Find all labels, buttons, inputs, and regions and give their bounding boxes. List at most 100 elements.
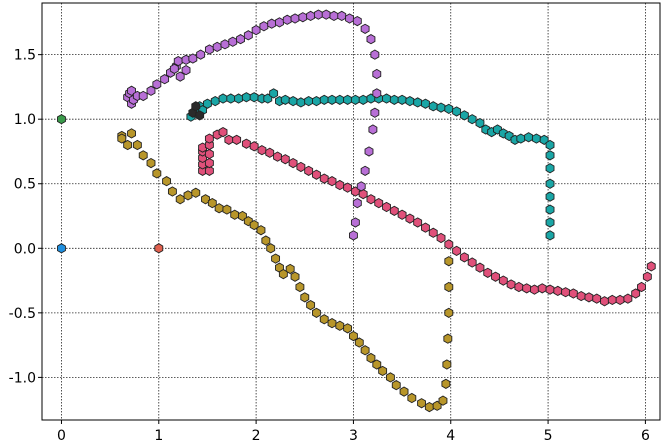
data-point bbox=[475, 262, 485, 273]
data-point bbox=[296, 161, 306, 173]
data-point bbox=[444, 307, 454, 318]
data-point bbox=[300, 292, 310, 303]
data-point bbox=[545, 217, 555, 228]
series-2 bbox=[154, 243, 164, 254]
data-point bbox=[265, 147, 275, 158]
data-point bbox=[428, 227, 438, 238]
data-point bbox=[360, 165, 370, 176]
data-point bbox=[561, 287, 571, 298]
data-point bbox=[553, 285, 563, 297]
series-0 bbox=[57, 243, 66, 254]
data-point bbox=[631, 288, 641, 299]
data-point bbox=[236, 34, 245, 45]
data-point bbox=[467, 114, 477, 125]
data-point bbox=[397, 94, 407, 105]
data-point bbox=[399, 386, 409, 397]
series-3 bbox=[117, 128, 454, 413]
data-point bbox=[259, 21, 269, 32]
data-point bbox=[204, 133, 214, 144]
data-point bbox=[160, 74, 170, 85]
data-point bbox=[282, 14, 292, 25]
data-point bbox=[385, 372, 395, 383]
data-point bbox=[360, 23, 370, 34]
data-point bbox=[368, 124, 378, 135]
data-point bbox=[123, 139, 133, 151]
data-point bbox=[256, 225, 266, 236]
x-tick-label: 1 bbox=[154, 428, 163, 444]
data-point bbox=[204, 148, 214, 160]
data-point bbox=[514, 281, 524, 293]
data-point bbox=[207, 197, 217, 209]
grid bbox=[42, 3, 660, 420]
series-6 bbox=[123, 9, 382, 241]
data-point bbox=[204, 157, 214, 169]
data-point bbox=[391, 380, 401, 391]
data-point bbox=[288, 96, 298, 107]
series-1 bbox=[57, 114, 66, 125]
data-point bbox=[204, 44, 214, 55]
data-point bbox=[343, 323, 353, 334]
data-point bbox=[358, 94, 368, 105]
data-point bbox=[228, 36, 238, 47]
data-point bbox=[312, 307, 321, 318]
data-point bbox=[117, 133, 127, 144]
data-point bbox=[568, 288, 578, 299]
data-point bbox=[304, 165, 314, 176]
data-point bbox=[506, 279, 516, 290]
data-point bbox=[152, 168, 162, 179]
data-point bbox=[175, 194, 185, 205]
data-point bbox=[304, 96, 314, 107]
data-point bbox=[452, 106, 462, 117]
data-point bbox=[183, 190, 193, 201]
data-point bbox=[576, 290, 586, 302]
data-point bbox=[181, 65, 191, 76]
data-point bbox=[417, 398, 426, 409]
data-point bbox=[366, 352, 376, 364]
data-point bbox=[203, 98, 212, 109]
y-tick-label: -0.5 bbox=[9, 306, 36, 322]
y-tick-label: 1.5 bbox=[14, 48, 36, 64]
data-point bbox=[516, 133, 526, 144]
data-point bbox=[407, 392, 417, 404]
ticks: 0 1 2 3 4 5 6 -1.0 -0.5 0.0 0.5 1.0 1.5 bbox=[9, 48, 650, 444]
x-tick-label: 0 bbox=[57, 428, 66, 444]
data-point bbox=[327, 94, 337, 105]
data-point bbox=[226, 93, 236, 104]
data-point bbox=[356, 181, 366, 192]
data-point bbox=[444, 103, 454, 114]
data-point bbox=[615, 294, 625, 306]
data-point bbox=[545, 139, 555, 151]
data-point bbox=[360, 345, 370, 356]
x-tick-label: 2 bbox=[252, 428, 261, 444]
data-point bbox=[389, 205, 399, 216]
data-point bbox=[413, 97, 423, 108]
data-point bbox=[243, 30, 253, 41]
data-point bbox=[366, 34, 376, 45]
data-point bbox=[218, 126, 228, 138]
data-point bbox=[545, 150, 555, 161]
data-point bbox=[335, 320, 345, 331]
x-tick-label: 6 bbox=[641, 428, 650, 444]
data-point bbox=[442, 359, 452, 370]
data-point bbox=[329, 10, 339, 22]
data-points bbox=[57, 9, 656, 413]
data-point bbox=[413, 217, 423, 228]
data-point bbox=[241, 138, 251, 149]
data-point bbox=[312, 169, 321, 180]
data-point bbox=[232, 134, 242, 145]
data-point bbox=[214, 203, 224, 214]
data-point bbox=[364, 146, 374, 157]
data-point bbox=[349, 330, 358, 342]
data-point bbox=[424, 401, 434, 413]
series-4 bbox=[198, 126, 656, 307]
plot-frame bbox=[41, 2, 661, 421]
data-point bbox=[607, 294, 617, 306]
data-point bbox=[378, 365, 388, 377]
data-point bbox=[146, 157, 156, 169]
data-point bbox=[196, 49, 206, 60]
data-point bbox=[545, 284, 555, 295]
data-point bbox=[389, 94, 399, 105]
data-point bbox=[467, 257, 477, 268]
data-point bbox=[366, 194, 376, 205]
